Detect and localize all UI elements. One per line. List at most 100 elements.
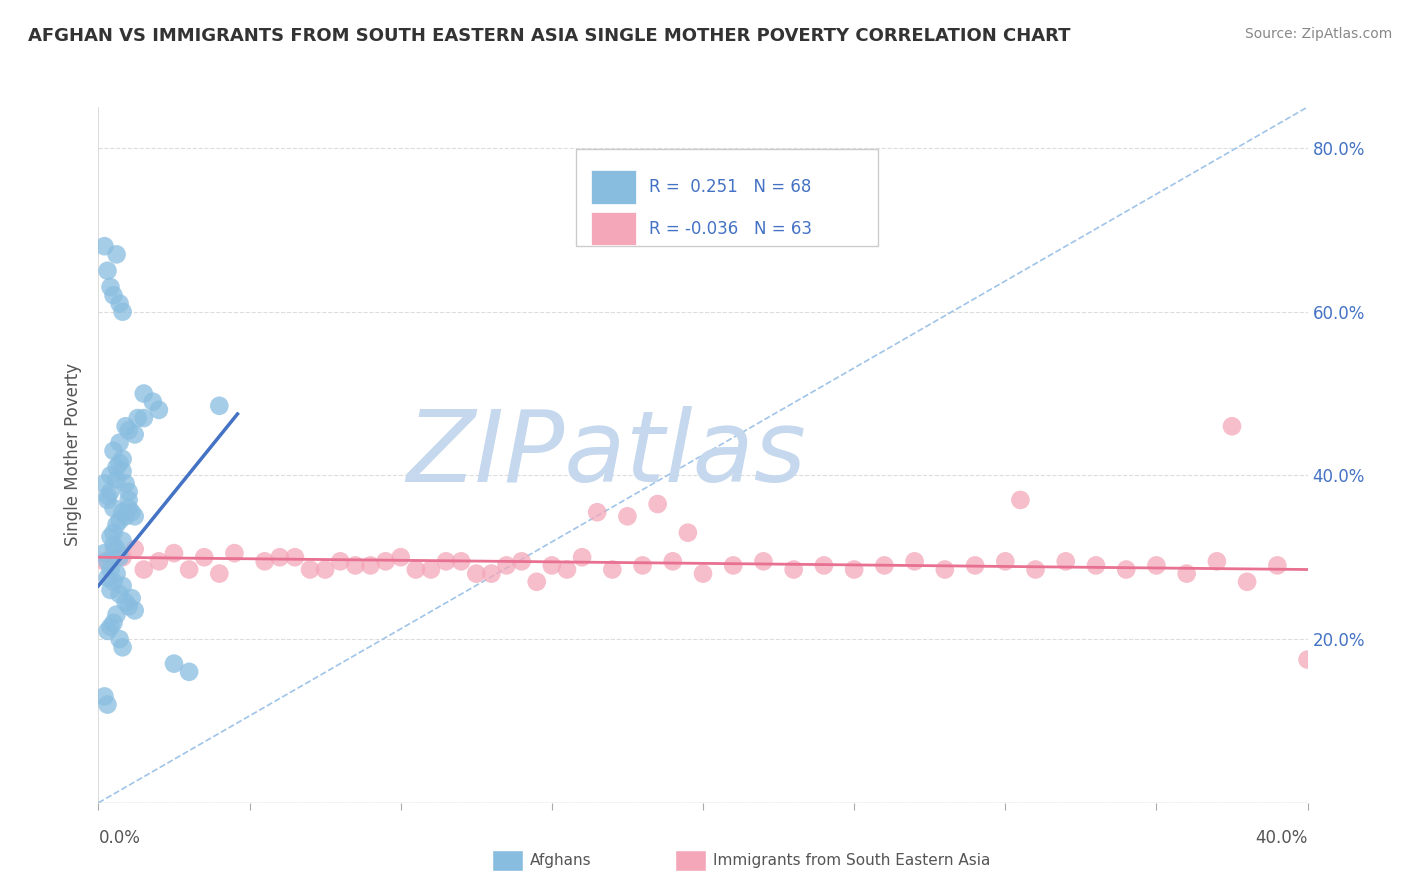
Point [602,562,624,576]
Point [111,464,134,478]
Point [96,624,118,638]
Point [93,546,115,560]
Point [118,501,141,516]
Point [100,562,122,576]
Point [344,558,367,573]
Point [105,517,128,532]
Point [844,562,866,576]
Point [616,509,638,524]
Point [193,550,215,565]
Point [111,579,134,593]
Point [105,542,128,557]
Point [434,554,457,568]
Point [124,542,146,557]
Text: ZIPatlas: ZIPatlas [406,407,806,503]
Point [108,513,131,527]
Text: AFGHAN VS IMMIGRANTS FROM SOUTH EASTERN ASIA SINGLE MOTHER POVERTY CORRELATION C: AFGHAN VS IMMIGRANTS FROM SOUTH EASTERN … [28,27,1070,45]
Point [571,550,593,565]
Point [465,566,488,581]
Bar [591,170,637,203]
Point [111,640,134,655]
Point [111,452,134,467]
Point [495,558,517,573]
Point [127,411,149,425]
Point [103,501,125,516]
Point [124,603,146,617]
Point [142,394,165,409]
Point [965,558,987,573]
Point [1144,558,1167,573]
Point [103,525,125,540]
Point [179,562,201,576]
Point [1115,562,1137,576]
Point [100,620,122,634]
Point [481,566,503,581]
Point [208,566,231,581]
Point [100,280,122,294]
Point [723,558,745,573]
Point [934,562,956,576]
Point [1236,574,1258,589]
Point [118,423,141,437]
Point [100,468,122,483]
Point [96,492,118,507]
Point [132,562,155,576]
Point [163,657,186,671]
Point [124,509,146,524]
Point [103,546,125,560]
Point [662,554,685,568]
Point [121,591,143,606]
Point [103,574,125,589]
Text: Source: ZipAtlas.com: Source: ZipAtlas.com [1244,27,1392,41]
Point [1010,492,1032,507]
Point [118,492,141,507]
Point [111,304,134,318]
Text: 40.0%: 40.0% [1256,830,1308,847]
Point [108,550,131,565]
Point [121,505,143,519]
Point [111,550,134,565]
Point [994,554,1017,568]
Point [118,484,141,499]
Point [253,554,276,568]
Point [510,554,533,568]
Point [647,497,669,511]
Point [1220,419,1243,434]
Point [132,386,155,401]
Point [692,566,714,581]
Point [586,505,609,519]
Point [676,525,699,540]
Point [96,554,118,568]
Point [105,247,128,261]
Point [1175,566,1198,581]
Point [93,476,115,491]
Point [93,239,115,253]
Point [100,530,122,544]
Point [269,550,291,565]
Point [105,473,128,487]
Point [420,562,443,576]
Point [103,538,125,552]
Point [105,607,128,622]
Point [114,476,136,491]
Text: Immigrants from South Eastern Asia: Immigrants from South Eastern Asia [713,854,990,868]
Point [1054,554,1077,568]
Text: R =  0.251   N = 68: R = 0.251 N = 68 [648,178,811,196]
Point [1085,558,1108,573]
Point [540,558,562,573]
Point [329,554,352,568]
Point [631,558,654,573]
Point [103,288,125,302]
Point [108,456,131,470]
Text: 0.0%: 0.0% [98,830,141,847]
Point [1206,554,1229,568]
Point [108,632,131,646]
Text: Afghans: Afghans [530,854,592,868]
Point [783,562,806,576]
Point [224,546,246,560]
Point [389,550,412,565]
Point [148,403,170,417]
Point [100,582,122,597]
Point [108,296,131,310]
Point [108,587,131,601]
